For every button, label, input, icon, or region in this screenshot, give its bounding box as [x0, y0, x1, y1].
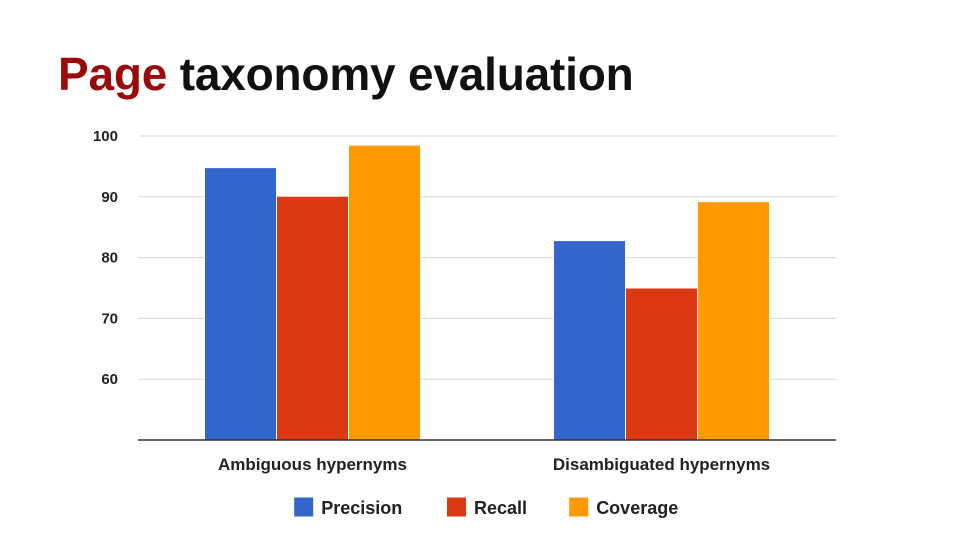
- legend: Precision Recall Coverage: [294, 497, 678, 518]
- title-accent-word: Page: [58, 48, 168, 100]
- legend-label-precision: Precision: [321, 498, 402, 518]
- x-category-label: Disambiguated hypernyms: [553, 455, 770, 474]
- y-tick-label: 100: [93, 128, 118, 145]
- y-tick-label: 80: [101, 250, 118, 267]
- bar-recall: [625, 287, 698, 441]
- legend-label-coverage: Coverage: [596, 498, 678, 518]
- x-axis-categories: Ambiguous hypernyms Disambiguated hyperny…: [218, 455, 770, 474]
- y-tick-label: 70: [101, 310, 118, 327]
- x-category-label: Ambiguous hypernyms: [218, 455, 407, 474]
- legend-swatch-coverage: [569, 497, 589, 517]
- bar-coverage: [348, 144, 421, 441]
- bar-recall: [276, 195, 349, 441]
- y-tick-label: 60: [101, 371, 118, 388]
- legend-swatch-precision: [294, 497, 314, 517]
- bar-precision: [553, 240, 626, 441]
- legend-swatch-recall: [447, 497, 466, 517]
- legend-label-recall: Recall: [474, 498, 527, 518]
- bar-precision: [204, 167, 277, 441]
- title-rest-text: taxonomy evaluation: [179, 48, 634, 100]
- y-axis-ticks: 60 70 80 90 100: [93, 128, 118, 388]
- y-tick-label: 90: [101, 189, 118, 206]
- bars: [204, 144, 770, 441]
- slide-title: Page taxonomy evaluation: [58, 44, 634, 104]
- bar-coverage: [697, 201, 770, 441]
